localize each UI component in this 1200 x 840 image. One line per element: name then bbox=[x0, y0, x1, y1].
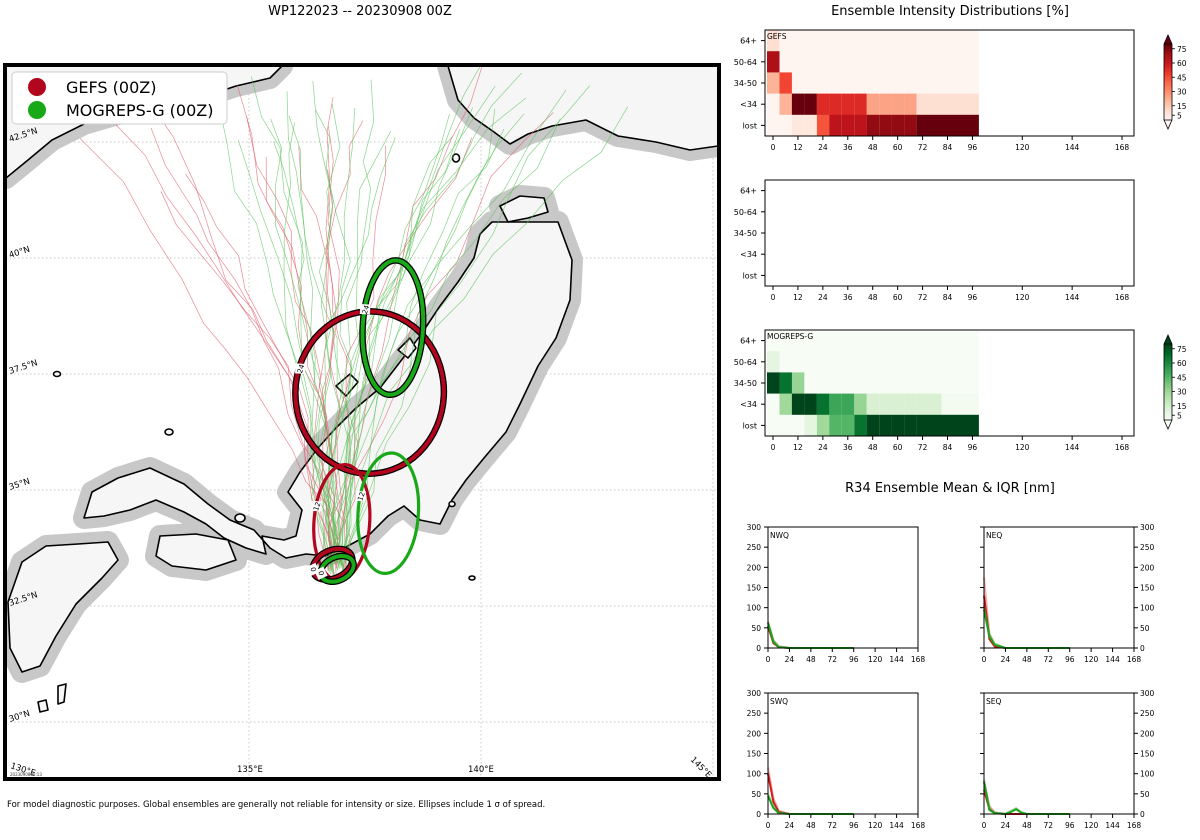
ellipse-hour-label: 12 bbox=[356, 491, 366, 502]
lon-label-140: 140°E bbox=[468, 765, 494, 775]
ensemble-track bbox=[218, 102, 333, 564]
figure-title: WP122023 -- 20230908 00Z bbox=[268, 4, 452, 19]
ellipse-mogreps-g-24h: 24 bbox=[359, 257, 427, 399]
ensemble-track bbox=[324, 107, 356, 570]
intensity-title: Ensemble Intensity Distributions [%] bbox=[831, 4, 1069, 19]
ellipse-mogreps-g-0h: 0 bbox=[314, 552, 357, 585]
legend-mogreps-marker bbox=[28, 101, 46, 119]
ensemble-track bbox=[160, 191, 346, 568]
ensemble-track bbox=[315, 110, 359, 574]
ensemble-ellipses: 24 24 12 12 00 bbox=[292, 257, 448, 585]
ensemble-track bbox=[334, 85, 496, 571]
ellipse-gefs-24h: 24 bbox=[292, 308, 448, 477]
map-frame bbox=[3, 63, 721, 781]
ellipse-hour-label: 0 bbox=[310, 566, 319, 572]
ensemble-track bbox=[322, 131, 392, 564]
ellipse-hour-label: 24 bbox=[361, 304, 372, 315]
ensemble-track bbox=[340, 113, 525, 569]
lon-label-135: 135°E bbox=[237, 765, 263, 775]
legend-mogreps-label: MOGREPS-G (00Z) bbox=[66, 101, 213, 120]
ellipse-mogreps-g-12h: 12 bbox=[355, 451, 421, 576]
ensemble-track bbox=[320, 103, 349, 563]
ensemble-track bbox=[340, 118, 561, 566]
ensemble-track bbox=[342, 85, 591, 567]
ensemble-track bbox=[236, 85, 343, 567]
ellipse-hour-label: 0 bbox=[318, 570, 327, 576]
legend-gefs-label: GEFS (00Z) bbox=[66, 78, 156, 97]
map-legend: GEFS (00Z) MOGREPS-G (00Z) bbox=[11, 71, 228, 125]
ensemble-track bbox=[250, 76, 344, 576]
footnote: For model diagnostic purposes. Global en… bbox=[7, 800, 546, 810]
legend-gefs-marker bbox=[28, 78, 46, 96]
ellipse-hour-label: 12 bbox=[312, 501, 322, 512]
ensemble-track bbox=[273, 141, 336, 576]
ensemble-track bbox=[342, 106, 628, 569]
ensemble-track bbox=[150, 127, 338, 569]
map-stamp: 2023090806:13 bbox=[10, 772, 42, 777]
ellipse-hour-label: 24 bbox=[296, 363, 307, 374]
r34-title: R34 Ensemble Mean & IQR [nm] bbox=[845, 481, 1055, 496]
ensemble-track bbox=[341, 97, 527, 563]
ensemble-track bbox=[270, 118, 331, 575]
